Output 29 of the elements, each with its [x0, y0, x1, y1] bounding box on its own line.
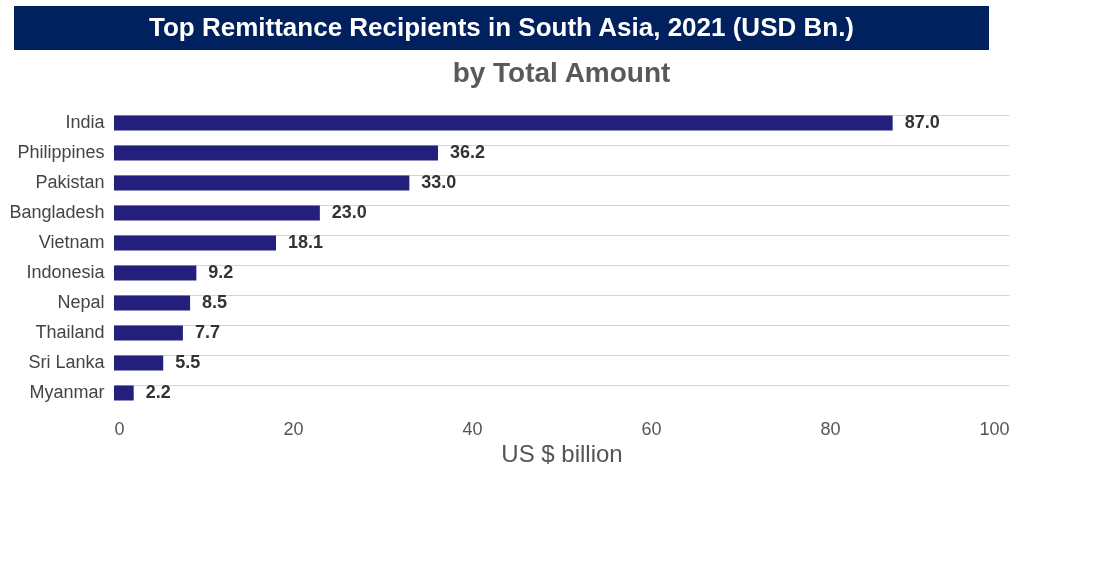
y-tick-label: Pakistan — [35, 172, 105, 192]
data-label: 5.5 — [175, 352, 201, 372]
y-tick-label: Sri Lanka — [28, 352, 106, 372]
chart-title: Top Remittance Recipients in South Asia, 2021 (USD Bn.) — [148, 12, 855, 42]
x-tick-label: 80 — [820, 418, 841, 439]
x-tick-label: 60 — [641, 418, 662, 439]
y-tick-label: Nepal — [57, 292, 105, 312]
data-label: 8.5 — [202, 292, 228, 312]
x-axis-title: US $ billion — [501, 439, 623, 467]
y-tick-label: Vietnam — [38, 232, 105, 252]
y-tick-label: India — [65, 112, 106, 132]
data-label: 9.2 — [208, 262, 234, 282]
y-tick-label: Indonesia — [26, 262, 106, 282]
data-label: 23.0 — [331, 202, 367, 222]
x-tick-label: 40 — [462, 418, 483, 439]
y-tick-label: Philippines — [17, 142, 105, 162]
x-tick-label: 100 — [979, 418, 1010, 439]
x-tick-label: 20 — [283, 418, 304, 439]
data-label: 87.0 — [904, 112, 940, 132]
data-label: 18.1 — [287, 232, 324, 252]
y-tick-label: Thailand — [35, 322, 105, 342]
x-tick-label: 0 — [114, 418, 125, 439]
y-tick-label: Bangladesh — [9, 202, 105, 222]
data-label: 7.7 — [194, 322, 220, 342]
chart-subtitle: by Total Amount — [452, 57, 671, 88]
y-tick-label: Myanmar — [29, 382, 105, 402]
data-label: 33.0 — [421, 172, 457, 192]
data-label: 2.2 — [145, 382, 171, 402]
data-label: 36.2 — [449, 142, 486, 162]
